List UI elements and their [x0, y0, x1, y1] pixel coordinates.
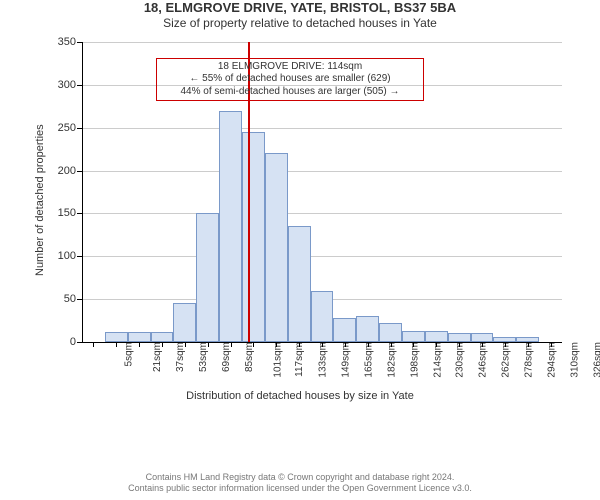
x-tick-label: 326sqm [590, 342, 600, 378]
histogram-bar [105, 332, 128, 342]
x-tick-label: 294sqm [544, 342, 557, 378]
histogram-bar [128, 332, 151, 342]
x-tick-label: 117sqm [292, 342, 305, 377]
x-tick-label: 133sqm [316, 342, 329, 378]
x-tick-label: 101sqm [270, 342, 283, 378]
plot-area: 0501001502002503003505sqm21sqm37sqm53sqm… [82, 42, 562, 342]
annotation-box: 18 ELMGROVE DRIVE: 114sqm← 55% of detach… [156, 58, 424, 102]
histogram-bar [402, 331, 425, 342]
histogram-bar [379, 323, 402, 342]
histogram-bar [151, 332, 174, 342]
histogram-bar [356, 316, 379, 342]
x-tick-label: 246sqm [476, 342, 489, 378]
x-tick-label: 182sqm [384, 342, 397, 378]
x-tick-label: 310sqm [567, 342, 580, 378]
histogram-bar [288, 226, 311, 342]
y-axis-title: Number of detached properties [34, 124, 46, 276]
x-tick-label: 262sqm [499, 342, 512, 378]
y-axis-line [82, 42, 83, 342]
footer-attribution: Contains HM Land Registry data © Crown c… [0, 472, 600, 495]
x-tick-label: 165sqm [362, 342, 375, 378]
footer-line1: Contains HM Land Registry data © Crown c… [0, 472, 600, 483]
title-line1: 18, ELMGROVE DRIVE, YATE, BRISTOL, BS37 … [0, 0, 600, 16]
x-axis-title: Distribution of detached houses by size … [20, 390, 580, 402]
gridline [82, 171, 562, 172]
gridline [82, 213, 562, 214]
x-tick-label: 5sqm [122, 342, 135, 366]
annotation-line: 44% of semi-detached houses are larger (… [161, 86, 419, 99]
histogram-bar [173, 303, 196, 342]
x-axis-line [82, 342, 562, 343]
title-line2: Size of property relative to detached ho… [0, 16, 600, 30]
chart-title: 18, ELMGROVE DRIVE, YATE, BRISTOL, BS37 … [0, 0, 600, 30]
annotation-line: ← 55% of detached houses are smaller (62… [161, 73, 419, 86]
x-tick-label: 198sqm [407, 342, 420, 378]
x-tick-label: 230sqm [453, 342, 466, 378]
histogram-bar [333, 318, 356, 342]
histogram-bar [425, 331, 448, 342]
histogram-bar [448, 333, 471, 342]
footer-line2: Contains public sector information licen… [0, 483, 600, 494]
x-tick-label: 149sqm [339, 342, 352, 378]
gridline [82, 256, 562, 257]
histogram-chart: 0501001502002503003505sqm21sqm37sqm53sqm… [20, 34, 580, 394]
histogram-bar [471, 333, 494, 342]
histogram-bar [242, 132, 265, 342]
histogram-bar [219, 111, 242, 342]
annotation-line: 18 ELMGROVE DRIVE: 114sqm [161, 61, 419, 74]
histogram-bar [311, 291, 334, 342]
histogram-bar [196, 213, 219, 342]
gridline [82, 128, 562, 129]
x-tick-label: 214sqm [430, 342, 443, 378]
gridline [82, 42, 562, 43]
x-tick-label: 278sqm [522, 342, 535, 378]
histogram-bar [265, 153, 288, 342]
